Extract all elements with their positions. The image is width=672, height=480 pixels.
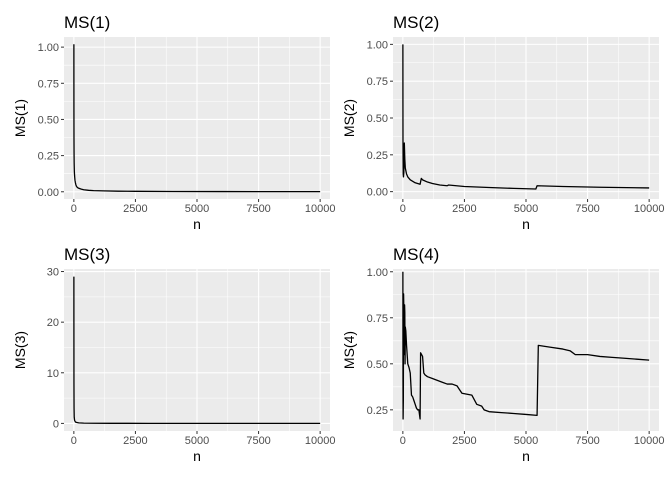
- y-tick-label: 0.25: [367, 405, 388, 417]
- panel-title: MS(1): [64, 13, 110, 32]
- x-tick-label: 2500: [123, 435, 147, 447]
- x-tick-label: 10000: [634, 435, 665, 447]
- y-axis-title: MS(3): [12, 331, 28, 369]
- x-tick-label: 10000: [305, 435, 336, 447]
- y-tick-label: 0: [53, 418, 59, 430]
- y-tick-label: 0.50: [38, 114, 59, 126]
- x-tick-label: 0: [71, 435, 77, 447]
- y-tick-label: 0.25: [367, 150, 388, 162]
- x-axis-title: n: [193, 216, 201, 232]
- x-tick-label: 0: [400, 435, 406, 447]
- y-tick-label: 0.50: [367, 113, 388, 125]
- x-tick-label: 2500: [123, 203, 147, 215]
- series-line: [73, 44, 321, 193]
- x-tick-label: 10000: [305, 203, 336, 215]
- series-line: [402, 271, 650, 420]
- x-tick-label: 2500: [452, 203, 476, 215]
- x-tick-label: 0: [71, 203, 77, 215]
- y-axis-title: MS(2): [341, 99, 357, 137]
- x-tick-label: 0: [400, 203, 406, 215]
- panel-title: MS(4): [393, 245, 439, 264]
- x-tick-label: 7500: [246, 203, 270, 215]
- y-tick-label: 20: [47, 317, 59, 329]
- y-tick-label: 0.75: [367, 76, 388, 88]
- panel-1: 0 2500 5000 7500 10000 0.00 0.25 0.50 0.75 1.00 MS…: [12, 13, 335, 232]
- y-tick-label: 0.75: [38, 78, 59, 90]
- panel-title: MS(2): [393, 13, 439, 32]
- x-tick-label: 7500: [246, 435, 270, 447]
- x-tick-label: 5000: [185, 203, 209, 215]
- y-tick-label: 30: [47, 267, 59, 279]
- y-tick-label: 0.50: [367, 359, 388, 371]
- panel-3: 0 2500 5000 7500 10000 0 10 20 30 MS(3) n MS(3): [12, 245, 335, 464]
- x-tick-label: 5000: [185, 435, 209, 447]
- y-tick-label: 0.00: [38, 187, 59, 199]
- x-tick-label: 7500: [575, 435, 599, 447]
- series-line: [402, 44, 650, 190]
- y-axis-title: MS(4): [341, 331, 357, 369]
- panel-4: 0 2500 5000 7500 10000 0.25 0.50 0.75 1.00 MS(4) n…: [341, 245, 664, 464]
- y-tick-label: 10: [47, 368, 59, 380]
- y-tick-label: 0.75: [367, 313, 388, 325]
- y-axis-title: MS(1): [12, 99, 28, 137]
- x-tick-label: 5000: [514, 435, 538, 447]
- series-line: [73, 276, 321, 425]
- x-axis-title: n: [522, 448, 530, 464]
- x-tick-label: 7500: [575, 203, 599, 215]
- y-tick-label: 0.25: [38, 151, 59, 163]
- panel-2: 0 2500 5000 7500 10000 0.00 0.25 0.50 0.75 1.00 MS…: [341, 13, 664, 232]
- x-tick-label: 2500: [452, 435, 476, 447]
- panel-title: MS(3): [64, 245, 110, 264]
- y-tick-label: 1.00: [38, 42, 59, 54]
- x-axis-title: n: [193, 448, 201, 464]
- x-tick-label: 5000: [514, 203, 538, 215]
- x-tick-label: 10000: [634, 203, 665, 215]
- y-tick-label: 1.00: [367, 267, 388, 279]
- y-tick-label: 1.00: [367, 39, 388, 51]
- y-tick-label: 0.00: [367, 187, 388, 199]
- x-axis-title: n: [522, 216, 530, 232]
